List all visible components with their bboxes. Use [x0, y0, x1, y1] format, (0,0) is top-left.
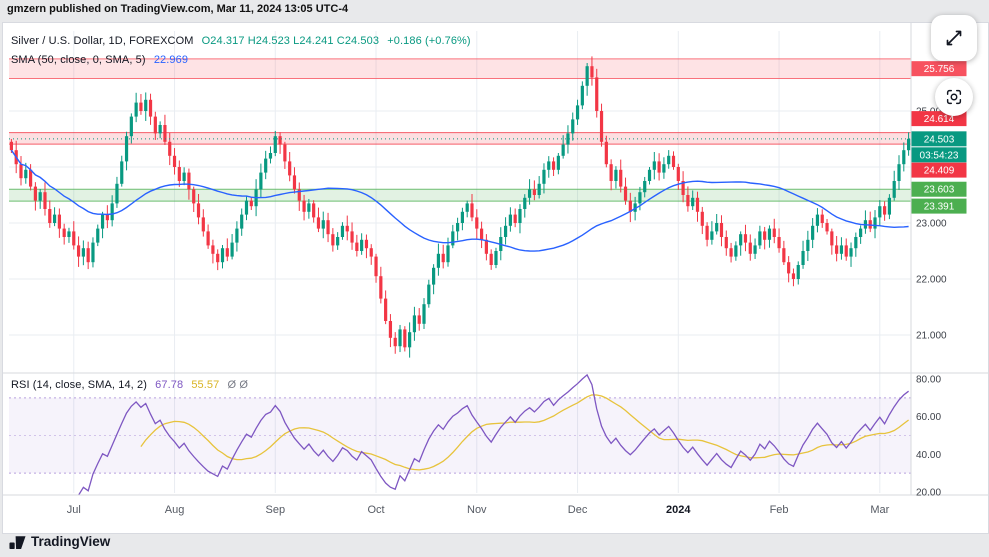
chart-canvas[interactable]: 25.00024.00023.00022.00021.00080.0060.00… — [3, 23, 988, 533]
screenshot-button[interactable] — [935, 78, 973, 116]
chart-card: 25.00024.00023.00022.00021.00080.0060.00… — [2, 22, 989, 534]
svg-text:Sep: Sep — [265, 504, 285, 516]
svg-text:22.000: 22.000 — [916, 275, 947, 286]
svg-text:Oct: Oct — [367, 504, 384, 516]
svg-text:23.000: 23.000 — [916, 219, 947, 230]
svg-text:24.503: 24.503 — [924, 134, 955, 145]
svg-text:23.603: 23.603 — [924, 185, 955, 196]
rsi-placeholders: Ø Ø — [227, 379, 248, 391]
rsi-band — [9, 397, 911, 474]
svg-text:40.00: 40.00 — [916, 450, 941, 461]
ohlc-values: O24.317 H24.523 L24.241 C24.503 — [201, 35, 380, 47]
symbol-title: Silver / U.S. Dollar, 1D, FOREXCOM — [11, 35, 194, 47]
svg-text:Feb: Feb — [770, 504, 789, 516]
svg-text:80.00: 80.00 — [916, 375, 941, 386]
tradingview-logo[interactable]: TradingView — [9, 533, 110, 550]
svg-text:21.000: 21.000 — [916, 331, 947, 342]
svg-text:60.00: 60.00 — [916, 412, 941, 423]
svg-text:03:54:23: 03:54:23 — [920, 150, 959, 161]
svg-text:Aug: Aug — [165, 504, 185, 516]
price-zones — [9, 58, 911, 202]
candlesticks[interactable] — [9, 56, 911, 358]
svg-text:24.614: 24.614 — [924, 114, 955, 125]
change-value: +0.186 (+0.76%) — [387, 35, 471, 47]
svg-text:2024: 2024 — [666, 504, 691, 516]
sma-value: 22.969 — [153, 54, 189, 66]
sma-legend[interactable]: SMA (50, close, 0, SMA, 5) 22.969 — [11, 54, 193, 66]
camera-icon — [946, 89, 962, 105]
sma-label: SMA (50, close, 0, SMA, 5) — [11, 54, 146, 66]
symbol-legend[interactable]: Silver / U.S. Dollar, 1D, FOREXCOM O24.3… — [11, 35, 476, 47]
tradingview-logo-icon — [9, 536, 26, 550]
rsi-line[interactable] — [78, 373, 909, 496]
svg-text:Jul: Jul — [67, 504, 81, 516]
svg-text:Nov: Nov — [467, 504, 487, 516]
rsi-sma-value: 55.57 — [191, 379, 220, 391]
publish-note: gmzern published on TradingView.com, Mar… — [7, 3, 349, 15]
svg-text:Mar: Mar — [870, 504, 889, 516]
svg-text:Dec: Dec — [568, 504, 588, 516]
rsi-value: 67.78 — [155, 379, 184, 391]
rsi-legend[interactable]: RSI (14, close, SMA, 14, 2) 67.78 55.57 … — [11, 379, 253, 391]
expand-arrows-icon — [946, 30, 962, 46]
svg-text:23.391: 23.391 — [924, 202, 955, 213]
rsi-label: RSI (14, close, SMA, 14, 2) — [11, 379, 147, 391]
price-axis-labels: 25.756 24.614 24.503 03:54:23 24.409 23.603 23… — [911, 61, 967, 214]
tradingview-logo-text: TradingView — [31, 534, 111, 549]
svg-text:24.409: 24.409 — [924, 166, 955, 177]
time-axis[interactable]: Jul Aug Sep Oct Nov Dec 2024 Feb Mar — [67, 504, 890, 516]
sma-50-line[interactable] — [10, 149, 909, 252]
expand-button[interactable] — [931, 15, 977, 61]
svg-text:25.756: 25.756 — [924, 64, 955, 75]
svg-text:20.00: 20.00 — [916, 487, 941, 498]
